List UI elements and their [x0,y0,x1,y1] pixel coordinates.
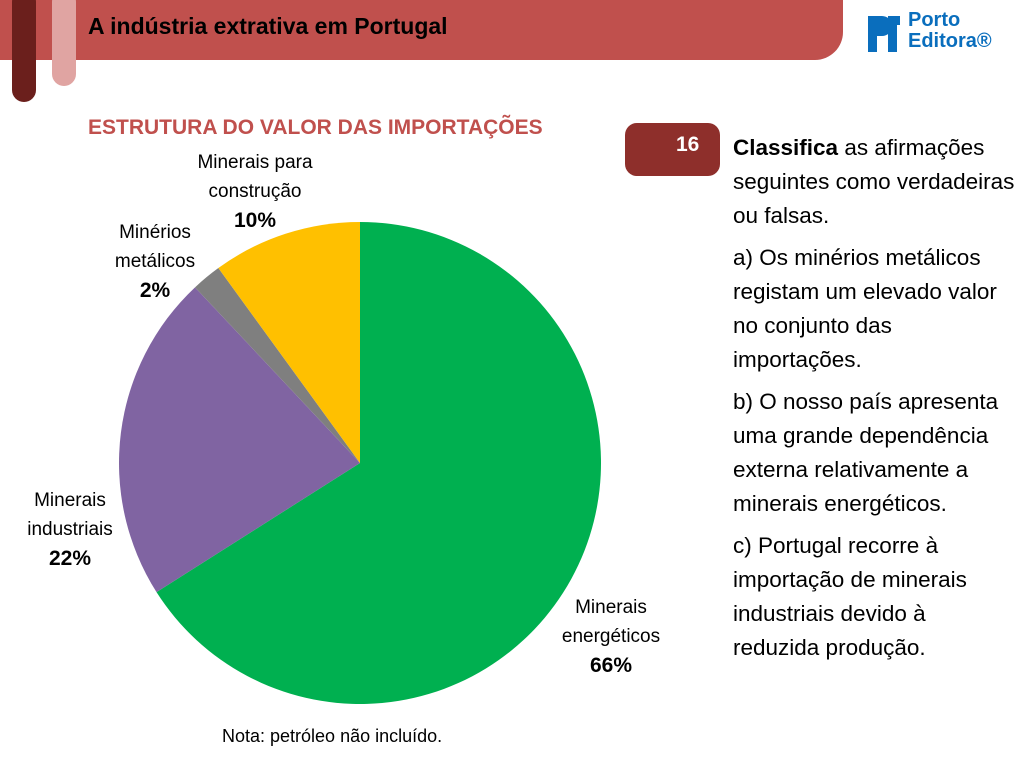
logo-line-1: Porto [908,9,961,31]
exercise-item-c: c) Portugal recorre à importação de mine… [733,533,967,660]
pie-slice-construcao [218,222,360,463]
exercise-intro-bold: Classifica [733,135,839,160]
exercise-intro-rest: as afirmações seguintes como verdadeiras… [733,135,1015,228]
page-title: A indústria extrativa em Portugal [88,13,448,39]
header-tab-dark [12,0,36,102]
chart-title: ESTRUTURA DO VALOR DAS IMPORTAÇÕES [88,116,543,139]
exercise-item-a: a) Os minérios metálicos registam um ele… [733,245,997,372]
label-construcao-name-1: Minerais para [197,152,313,173]
label-industriais-name-2: industriais [27,519,113,540]
exercise-item-b: b) O nosso país apresenta uma grande dep… [733,389,999,516]
label-energeticos-name-1: Minerais [575,597,647,618]
exercise-intro: Classifica as afirmações seguintes como … [733,131,1018,233]
label-construcao-name-2: construção [208,181,302,202]
exercise-number: 16 [676,133,700,156]
chart-note: Nota: petróleo não incluído. [222,726,443,746]
label-energeticos: Minerais energéticos 66% [550,593,672,680]
label-industriais-pct: 22% [48,547,92,570]
exercise-text: Classifica as afirmações seguintes como … [733,131,1018,673]
exercise-badge [625,123,720,176]
label-metalicos-pct: 2% [139,279,171,302]
label-energeticos-name-2: energéticos [561,626,661,647]
label-energeticos-pct: 66% [589,654,633,677]
label-construcao: Minerais para construção 10% [180,148,330,235]
pie-slice-energeticos [156,222,601,704]
label-industriais-name-1: Minerais [34,490,106,511]
logo-line-2: Editora® [908,30,992,52]
label-industriais: Minerais industriais 22% [10,486,130,573]
label-metalicos-name-2: metálicos [114,251,196,272]
label-metalicos: Minérios metálicos 2% [100,218,210,305]
logo-text: Porto Editora® [908,10,992,52]
label-construcao-pct: 10% [233,209,277,232]
header-bar [0,0,843,60]
porto-editora-logo [868,16,900,52]
header-tab-light [52,0,76,86]
pie-slice-metalicos [195,268,360,463]
label-metalicos-name-1: Minérios [119,222,191,243]
pie-slice-industriais [119,287,361,593]
